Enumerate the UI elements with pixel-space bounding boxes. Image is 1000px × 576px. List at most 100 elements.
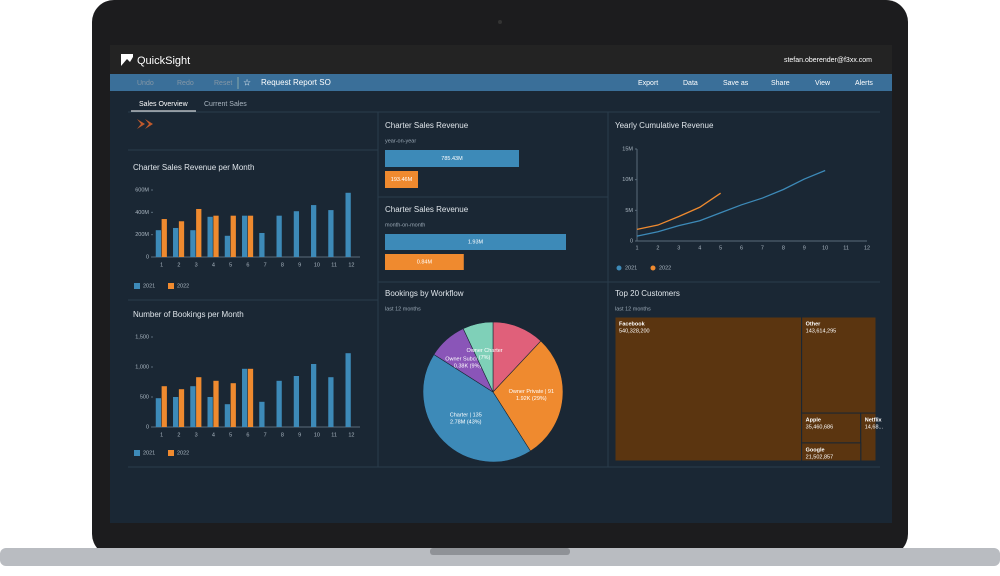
x-tick-label: 11 — [331, 262, 337, 268]
chart-subtitle: month-on-month — [385, 222, 425, 228]
bar — [190, 386, 196, 427]
x-tick-label: 1 — [160, 262, 163, 268]
pie-slice — [492, 340, 564, 452]
company-logo — [137, 119, 153, 129]
bar — [276, 215, 282, 257]
bar — [293, 211, 300, 257]
star-icon[interactable]: ☆ — [243, 77, 251, 87]
data-label: 0.84M — [417, 259, 433, 265]
bar — [385, 171, 419, 188]
bar — [224, 404, 231, 427]
logo-mark — [121, 57, 133, 66]
bar — [178, 389, 185, 427]
slice-label: Owner Charter — [467, 348, 503, 354]
tab-active[interactable]: Sales Overview — [139, 101, 189, 108]
bar — [155, 398, 162, 427]
treemap-cell — [801, 442, 862, 462]
cell-label: Netflix — [865, 418, 883, 424]
cell-label: Other — [806, 321, 822, 327]
x-tick-label: 3 — [195, 432, 198, 438]
bar — [161, 386, 167, 427]
x-tick-label: 3 — [677, 245, 680, 251]
chart-title: Charter Sales Revenue — [385, 205, 469, 214]
x-tick-label: 10 — [822, 245, 828, 251]
bar — [196, 377, 202, 427]
bar — [173, 397, 179, 427]
data-label: 193.46M — [391, 177, 413, 183]
x-tick-label: 11 — [843, 245, 849, 251]
bar — [196, 208, 202, 257]
toolbar — [110, 74, 892, 91]
x-tick-label: 2 — [177, 432, 180, 438]
bar — [242, 368, 248, 427]
x-tick-label: 4 — [698, 245, 701, 251]
bar — [328, 210, 334, 257]
treemap-cell — [801, 412, 862, 444]
legend-swatch — [616, 265, 622, 271]
legend-label: 2021 — [625, 265, 637, 271]
toolbar-action[interactable]: Undo — [137, 80, 154, 87]
x-tick-label: 12 — [348, 262, 354, 268]
cell-label: Google — [806, 447, 825, 453]
bar — [190, 230, 196, 257]
x-tick-label: 10 — [314, 432, 320, 438]
menu-item[interactable]: Alerts — [855, 80, 873, 87]
bar — [213, 380, 219, 427]
y-tick-label: 0 — [146, 254, 149, 260]
toolbar-action[interactable]: Reset — [214, 80, 232, 87]
bar — [173, 227, 179, 257]
slice-value: 0.38K (9%) — [454, 364, 482, 370]
toolbar-action[interactable]: Redo — [177, 80, 194, 87]
y-tick-label: 15M — [622, 146, 633, 152]
menu-item[interactable]: Export — [638, 80, 658, 87]
bar — [259, 401, 265, 427]
bar — [385, 150, 519, 167]
data-label: 785.43M — [441, 156, 463, 162]
cell-value: 540,328,200 — [619, 328, 650, 334]
x-tick-label: 3 — [195, 262, 198, 268]
bar — [155, 230, 162, 257]
camera — [498, 20, 502, 24]
bar — [230, 383, 236, 427]
x-tick-label: 6 — [246, 432, 249, 438]
chart-subtitle: last 12 months — [615, 306, 651, 312]
y-tick-label: 400M — [135, 210, 149, 216]
header — [110, 45, 892, 74]
bar — [385, 254, 464, 270]
user-email[interactable]: stefan.oberender@f3xx.com — [784, 57, 872, 64]
bar — [207, 216, 213, 257]
line — [636, 169, 826, 237]
treemap-cell — [860, 412, 877, 462]
x-tick-label: 11 — [331, 432, 337, 438]
slice-label: Owner Private | 91 — [509, 389, 554, 395]
x-tick-label: 9 — [298, 262, 301, 268]
x-tick-label: 7 — [264, 432, 267, 438]
menu-item[interactable]: Save as — [723, 80, 749, 87]
x-tick-label: 5 — [229, 432, 232, 438]
app-name: QuickSight — [137, 55, 190, 67]
bar — [207, 397, 213, 427]
x-tick-label: 6 — [246, 262, 249, 268]
bar — [213, 215, 219, 257]
x-tick-label: 9 — [298, 432, 301, 438]
bar — [345, 353, 351, 427]
bar — [161, 219, 167, 257]
x-tick-label: 8 — [281, 262, 284, 268]
menu-item[interactable]: Share — [771, 80, 790, 87]
tab[interactable]: Current Sales — [204, 101, 247, 108]
cell-label: Facebook — [619, 321, 646, 327]
bar — [276, 380, 282, 427]
x-tick-label: 4 — [212, 432, 215, 438]
menu-item[interactable]: View — [815, 80, 831, 87]
legend-label: 2022 — [659, 265, 671, 271]
menu-item[interactable]: Data — [683, 80, 698, 87]
y-tick-label: 0 — [630, 238, 633, 244]
legend-swatch — [168, 450, 174, 456]
cell-value: 35,460,686 — [806, 425, 834, 431]
y-tick-label: 200M — [135, 232, 149, 238]
laptop-base — [0, 548, 1000, 566]
treemap-cell — [801, 316, 877, 414]
cell-value: 21,502,857 — [806, 454, 834, 460]
x-tick-label: 2 — [656, 245, 659, 251]
